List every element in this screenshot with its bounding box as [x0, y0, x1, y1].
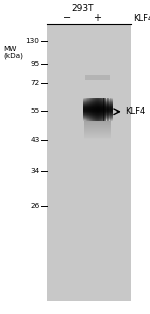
Bar — [84, 135, 111, 136]
Bar — [82, 109, 112, 110]
Text: MW
(kDa): MW (kDa) — [3, 46, 23, 59]
Bar — [84, 138, 111, 139]
Bar — [84, 132, 111, 133]
Bar — [82, 116, 112, 117]
Bar — [82, 119, 112, 120]
Bar — [84, 133, 111, 134]
Text: 130: 130 — [26, 38, 39, 44]
Bar — [84, 127, 111, 128]
Bar — [96, 98, 97, 121]
Bar — [82, 117, 112, 118]
Text: 293T: 293T — [71, 4, 94, 13]
Text: 55: 55 — [30, 108, 39, 115]
Bar — [108, 98, 109, 121]
Text: KLF4: KLF4 — [133, 14, 150, 23]
Bar — [82, 99, 112, 100]
Bar — [46, 24, 130, 301]
Bar — [82, 105, 112, 106]
Bar — [82, 110, 112, 111]
Bar — [84, 122, 111, 123]
Bar — [89, 98, 90, 121]
Bar — [82, 104, 112, 105]
Bar — [82, 103, 112, 104]
Bar — [99, 98, 100, 121]
Bar — [82, 98, 83, 121]
Bar — [84, 134, 111, 135]
Bar — [102, 98, 103, 121]
Bar — [82, 108, 112, 109]
Bar — [82, 101, 112, 102]
Bar — [95, 98, 96, 121]
Bar — [104, 98, 105, 121]
Bar — [84, 137, 111, 138]
Bar — [84, 136, 111, 137]
Text: 95: 95 — [30, 61, 39, 68]
Bar — [98, 98, 99, 121]
Bar — [82, 115, 112, 116]
Text: KLF4: KLF4 — [125, 107, 146, 116]
Text: 34: 34 — [30, 168, 39, 174]
Bar — [84, 130, 111, 131]
Bar — [88, 98, 89, 121]
Bar — [107, 98, 108, 121]
Bar — [82, 113, 112, 114]
Bar — [82, 102, 112, 103]
Bar — [82, 100, 112, 101]
Bar — [85, 75, 110, 80]
Bar — [100, 98, 101, 121]
Bar — [83, 98, 84, 121]
Bar — [103, 98, 104, 121]
Bar — [82, 120, 112, 121]
Bar — [84, 125, 111, 126]
Bar — [97, 98, 98, 121]
Bar — [82, 98, 112, 99]
Bar — [101, 98, 102, 121]
Bar — [111, 98, 112, 121]
Bar — [82, 112, 112, 113]
Text: 72: 72 — [30, 80, 39, 86]
Bar — [92, 98, 93, 121]
Bar — [84, 121, 111, 122]
Bar — [84, 128, 111, 129]
Bar — [84, 123, 111, 124]
Bar — [105, 98, 106, 121]
Text: +: + — [93, 13, 102, 23]
Bar — [82, 107, 112, 108]
Bar — [82, 114, 112, 115]
Bar — [84, 131, 111, 132]
Text: 26: 26 — [30, 203, 39, 209]
Bar — [82, 111, 112, 112]
Bar — [82, 106, 112, 107]
Bar — [90, 98, 91, 121]
Bar — [84, 129, 111, 130]
Bar — [84, 98, 85, 121]
Bar — [82, 118, 112, 119]
Bar — [106, 98, 107, 121]
Bar — [87, 98, 88, 121]
Bar — [85, 98, 86, 121]
Bar — [110, 98, 111, 121]
Bar — [84, 124, 111, 125]
Text: 43: 43 — [30, 137, 39, 143]
Bar — [86, 98, 87, 121]
Text: −: − — [63, 13, 72, 23]
Bar — [94, 98, 95, 121]
Bar — [93, 98, 94, 121]
Bar — [84, 126, 111, 127]
